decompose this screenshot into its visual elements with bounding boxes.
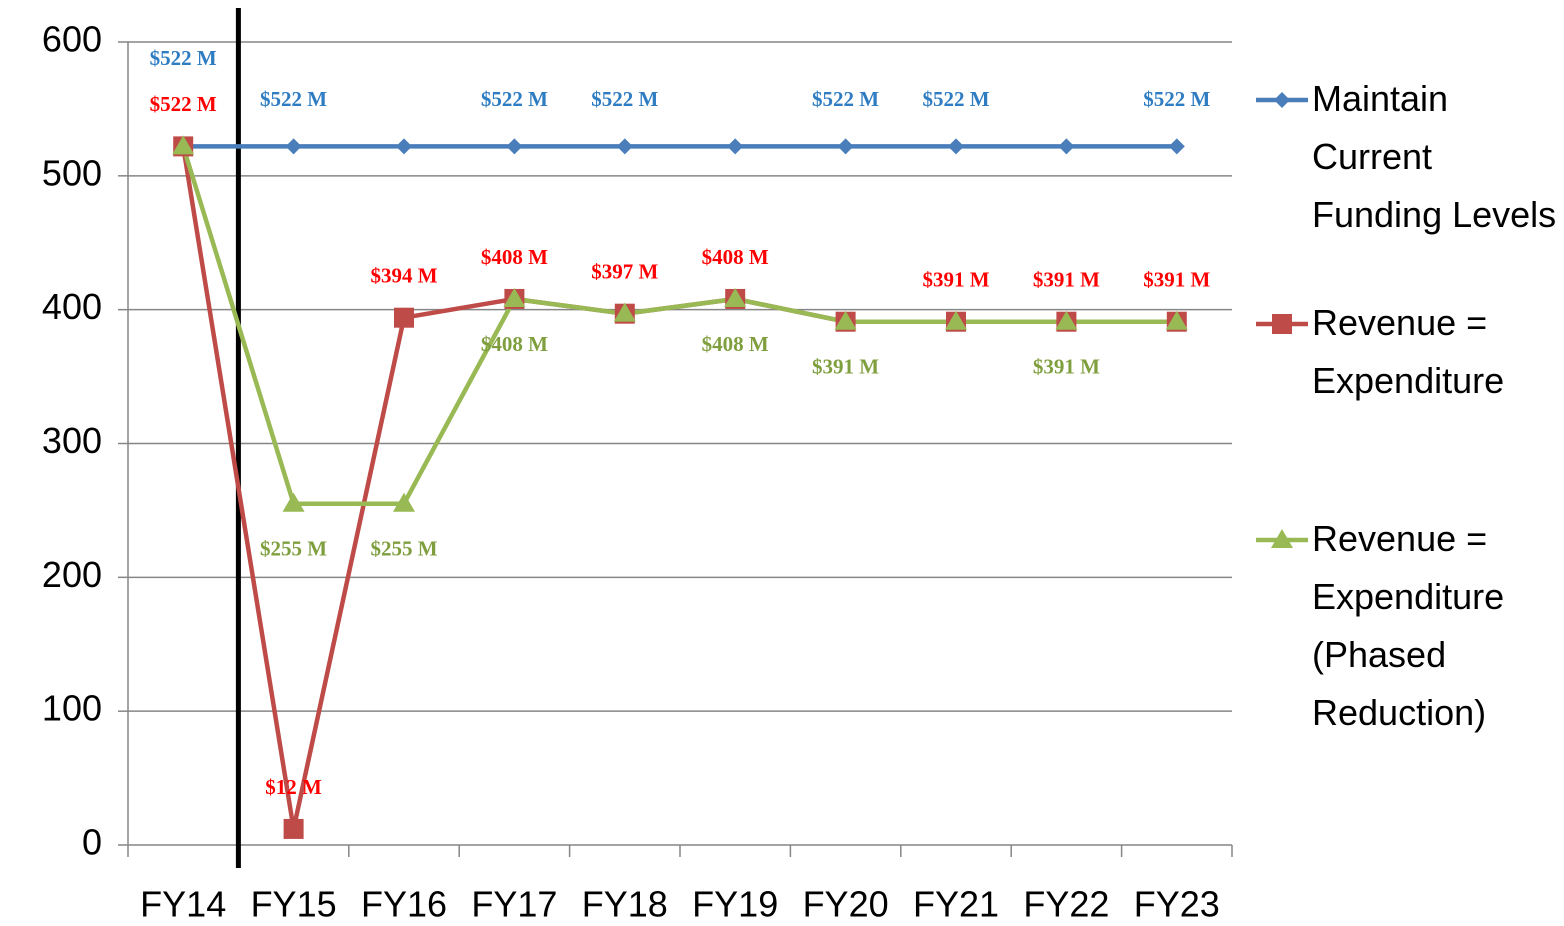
marker: [282, 492, 305, 512]
y-tick-label: 600: [42, 19, 102, 60]
marker: [837, 138, 854, 155]
legend-label: Maintain Current Funding Levels: [1312, 78, 1557, 235]
x-tick-label: FY23: [1134, 884, 1220, 925]
data-label: $522 M: [812, 87, 879, 111]
legend-icon: [1256, 529, 1308, 548]
data-label: $522 M: [922, 87, 989, 111]
marker: [503, 287, 526, 307]
marker: [172, 135, 195, 155]
data-label: $391 M: [1033, 268, 1100, 292]
y-tick-label: 500: [42, 152, 102, 193]
x-tick-label: FY15: [251, 884, 337, 925]
data-label: $522 M: [591, 87, 658, 111]
y-tick-label: 0: [82, 822, 102, 863]
x-tick-label: FY18: [582, 884, 668, 925]
x-tick-label: FY19: [692, 884, 778, 925]
legend: Maintain Current Funding Levels Revenue =…: [1254, 70, 1564, 792]
marker: [285, 138, 302, 155]
y-tick-label: 300: [42, 420, 102, 461]
marker: [1058, 138, 1075, 155]
legend-entry: Revenue = Expenditure: [1254, 294, 1564, 410]
marker: [1168, 138, 1185, 155]
x-tick-label: FY22: [1023, 884, 1109, 925]
marker: [1271, 529, 1293, 548]
marker: [1165, 310, 1188, 330]
marker: [948, 138, 964, 155]
data-label: $255 M: [370, 537, 437, 561]
x-tick-label: FY21: [913, 884, 999, 925]
data-label: $391 M: [922, 268, 989, 292]
data-label: $522 M: [1143, 87, 1210, 111]
marker: [724, 287, 747, 307]
data-label: $522 M: [481, 87, 548, 111]
marker: [945, 310, 967, 330]
marker: [616, 138, 633, 155]
marker: [506, 138, 523, 155]
data-label: $394 M: [370, 264, 437, 288]
series-line: [181, 145, 1177, 506]
data-label: $522 M: [260, 87, 327, 111]
data-label: $397 M: [591, 259, 658, 283]
legend-entry: Maintain Current Funding Levels: [1254, 70, 1564, 244]
x-tick-label: FY16: [361, 884, 447, 925]
marker: [393, 492, 415, 512]
legend-icon: [1256, 92, 1308, 108]
y-tick-label: 100: [42, 688, 102, 729]
data-label: $408 M: [702, 245, 769, 269]
data-label: $408 M: [481, 332, 548, 356]
data-label: $522 M: [150, 46, 217, 70]
marker: [613, 302, 636, 322]
marker: [1274, 92, 1290, 108]
marker: [1055, 310, 1078, 330]
legend-entry: Revenue = Expenditure (Phased Reduction): [1254, 510, 1564, 742]
series-line: [180, 146, 1177, 832]
marker: [394, 307, 414, 328]
data-label: $408 M: [702, 332, 769, 356]
marker: [396, 138, 412, 155]
x-tick-label: FY20: [803, 884, 889, 925]
x-tick-label: FY17: [471, 884, 557, 925]
marker: [727, 138, 744, 155]
y-tick-label: 400: [42, 286, 102, 327]
legend-icon: [1256, 314, 1308, 334]
data-label: $12 M: [265, 775, 322, 799]
marker: [834, 310, 857, 330]
legend-label: Revenue = Expenditure: [1312, 302, 1505, 401]
data-label: $255 M: [260, 537, 327, 561]
x-tick-label: FY14: [140, 884, 226, 925]
y-tick-label: 200: [42, 554, 102, 595]
data-label: $408 M: [481, 245, 548, 269]
data-label: $522 M: [150, 92, 217, 116]
marker: [1272, 314, 1292, 334]
data-label: $391 M: [1033, 355, 1100, 379]
data-label: $391 M: [1143, 268, 1210, 292]
marker: [283, 818, 304, 839]
data-label: $391 M: [812, 355, 879, 379]
legend-label: Revenue = Expenditure (Phased Reduction): [1312, 518, 1505, 733]
